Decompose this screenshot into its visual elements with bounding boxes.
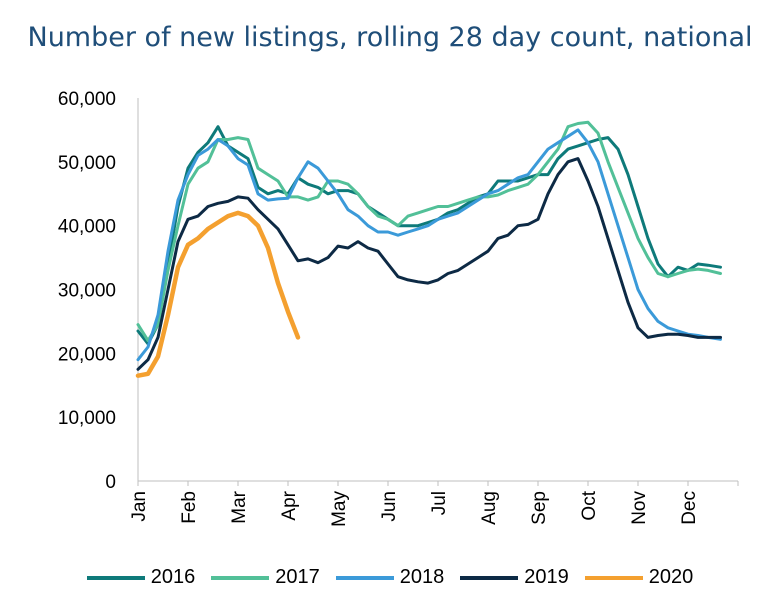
legend-item-2016: 2016 bbox=[86, 566, 196, 589]
series-line-2018 bbox=[136, 128, 722, 362]
x-tick-label: Jul bbox=[429, 491, 450, 515]
legend-swatch bbox=[335, 575, 394, 580]
legend-label: 2018 bbox=[399, 566, 445, 588]
series-line-2019 bbox=[136, 157, 722, 371]
y-tick-label: 20,000 bbox=[58, 344, 116, 365]
legend: 2016 2017 2018 2019 2020 bbox=[0, 566, 780, 589]
legend-label: 2019 bbox=[524, 566, 569, 588]
chart-title: Number of new listings, rolling 28 day c… bbox=[27, 22, 753, 53]
axes bbox=[137, 98, 738, 482]
legend-swatch bbox=[211, 575, 270, 580]
y-tick-label: 0 bbox=[105, 472, 116, 493]
y-tick-label: 50,000 bbox=[58, 153, 116, 174]
y-tick-label: 60,000 bbox=[58, 89, 116, 110]
legend-label: 2020 bbox=[648, 566, 694, 588]
legend-item-2018: 2018 bbox=[335, 566, 445, 589]
x-tick-label: Feb bbox=[179, 491, 200, 524]
x-tick-label: Sep bbox=[529, 491, 550, 525]
y-axis-ticks: 60,000 50,000 40,000 30,000 20,000 10,000 0 bbox=[58, 89, 116, 493]
series-line-2017 bbox=[136, 120, 722, 343]
series-line-2016 bbox=[136, 125, 722, 346]
x-tick-label: Nov bbox=[629, 491, 650, 525]
legend-item-2019: 2019 bbox=[460, 566, 569, 589]
x-tick-label: Dec bbox=[679, 491, 700, 525]
x-tick-label: Mar bbox=[229, 490, 250, 523]
y-tick-label: 10,000 bbox=[58, 408, 116, 429]
x-tick-label: Aug bbox=[479, 491, 500, 525]
legend-label: 2017 bbox=[275, 566, 320, 588]
x-tick-label: Jun bbox=[379, 491, 400, 522]
x-tick-label: May bbox=[329, 491, 350, 527]
legend-label: 2016 bbox=[150, 566, 196, 588]
series-lines bbox=[135, 120, 722, 378]
y-tick-label: 30,000 bbox=[58, 281, 116, 302]
x-tick-label: Jan bbox=[129, 491, 150, 522]
series-line-2020 bbox=[135, 210, 301, 378]
legend-swatch bbox=[584, 575, 643, 580]
y-tick-label: 40,000 bbox=[58, 217, 116, 238]
legend-item-2020: 2020 bbox=[584, 566, 694, 589]
x-axis-ticks: Jan Feb Mar Apr May Jun Jul Aug Sep Oct Nov Dec bbox=[129, 481, 739, 527]
legend-swatch bbox=[460, 575, 519, 580]
x-tick-label: Oct bbox=[579, 490, 600, 520]
legend-item-2017: 2017 bbox=[211, 566, 320, 589]
x-tick-label: Apr bbox=[279, 490, 300, 520]
legend-swatch bbox=[86, 575, 145, 580]
